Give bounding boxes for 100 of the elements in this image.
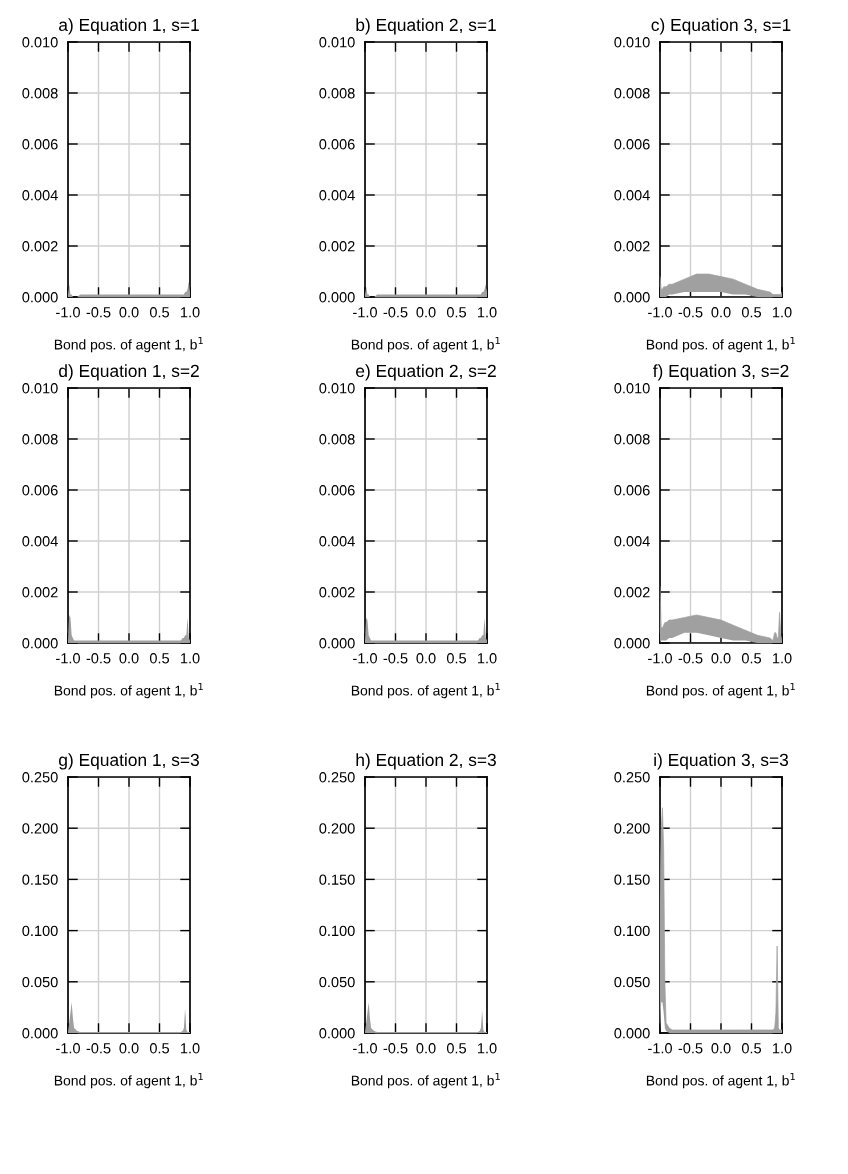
y-tick-label: 0.000 — [22, 1028, 58, 1039]
x-tick-label: 0.0 — [119, 653, 139, 664]
chart-title: i) Equation 3, s=3 — [654, 753, 789, 770]
y-tick-label: 0.008 — [614, 88, 650, 99]
y-tick-label: 0.010 — [319, 383, 355, 394]
x-tick-label: -0.5 — [678, 1043, 703, 1054]
x-tick-label: 0.0 — [119, 1043, 139, 1054]
y-tick-label: 0.002 — [614, 587, 650, 598]
chart-title: f) Equation 3, s=2 — [652, 364, 789, 381]
x-tick-label: 0.5 — [741, 653, 762, 664]
x-tick-label: -1.0 — [648, 653, 672, 664]
x-tick-label: 0.0 — [416, 307, 436, 318]
y-tick-label: 0.010 — [614, 383, 650, 394]
y-tick-label: 0.006 — [614, 485, 650, 496]
x-tick-label: -1.0 — [56, 653, 80, 664]
y-tick-label: 0.250 — [22, 772, 58, 783]
y-tick-label: 0.008 — [22, 434, 58, 445]
chart-title: e) Equation 2, s=2 — [356, 364, 496, 381]
x-tick-label: 1.0 — [772, 307, 792, 318]
x-axis-title: Bond pos. of agent 1, b$^{1}$ — [351, 1072, 500, 1089]
y-tick-label: 0.250 — [319, 772, 355, 783]
chart-title: c) Equation 3, s=1 — [651, 18, 791, 35]
y-tick-label: 0.000 — [614, 638, 650, 649]
y-tick-label: 0.004 — [319, 190, 355, 201]
y-tick-label: 0.004 — [614, 536, 650, 547]
x-tick-label: 0.5 — [149, 653, 170, 664]
x-tick-label: 0.5 — [149, 307, 170, 318]
y-tick-label: 0.150 — [22, 874, 58, 885]
y-tick-label: 0.250 — [614, 772, 650, 783]
y-tick-label: 0.000 — [614, 1028, 650, 1039]
x-tick-label: -0.5 — [678, 307, 703, 318]
x-tick-label: 0.5 — [446, 307, 467, 318]
y-tick-label: 0.006 — [614, 139, 650, 150]
x-axis-title: Bond pos. of agent 1, b$^{1}$ — [54, 1072, 203, 1089]
x-tick-label: -0.5 — [383, 653, 408, 664]
y-tick-label: 0.004 — [22, 190, 58, 201]
y-tick-label: 0.200 — [319, 823, 355, 834]
x-axis-title: Bond pos. of agent 1, b$^{1}$ — [351, 336, 500, 353]
y-tick-label: 0.050 — [614, 976, 650, 988]
x-tick-label: -1.0 — [56, 1043, 80, 1054]
x-axis-title: Bond pos. of agent 1, b$^{1}$ — [646, 682, 795, 699]
x-tick-label: 1.0 — [180, 307, 200, 318]
x-axis-title: Bond pos. of agent 1, b$^{1}$ — [351, 682, 500, 699]
x-axis-title: Bond pos. of agent 1, b$^{1}$ — [54, 682, 203, 699]
y-tick-label: 0.150 — [614, 874, 650, 885]
x-tick-label: -1.0 — [353, 653, 377, 664]
x-axis-title: Bond pos. of agent 1, b$^{1}$ — [646, 336, 795, 353]
y-tick-label: 0.010 — [22, 383, 58, 394]
y-tick-label: 0.050 — [22, 976, 58, 988]
x-tick-label: 0.5 — [149, 1043, 170, 1054]
x-tick-label: 1.0 — [180, 1043, 200, 1054]
x-axis-title: Bond pos. of agent 1, b$^{1}$ — [54, 336, 203, 353]
y-tick-label: 0.000 — [22, 638, 58, 649]
chart-title: b) Equation 2, s=1 — [356, 18, 496, 35]
y-tick-label: 0.150 — [319, 874, 355, 885]
y-tick-label: 0.004 — [614, 190, 650, 201]
x-tick-label: 0.0 — [711, 653, 731, 664]
y-tick-label: 0.002 — [319, 241, 355, 252]
x-tick-label: -0.5 — [86, 1043, 111, 1054]
y-tick-label: 0.000 — [22, 292, 58, 303]
y-tick-label: 0.008 — [614, 434, 650, 445]
y-tick-label: 0.002 — [22, 587, 58, 598]
y-tick-label: 0.000 — [319, 1028, 355, 1039]
x-tick-label: -1.0 — [353, 1043, 377, 1054]
x-tick-label: 1.0 — [772, 1043, 792, 1054]
y-tick-label: 0.008 — [319, 88, 355, 99]
x-tick-label: 0.0 — [416, 1043, 436, 1054]
x-tick-label: 1.0 — [772, 653, 792, 664]
y-tick-label: 0.008 — [319, 434, 355, 445]
y-tick-label: 0.002 — [319, 587, 355, 598]
x-tick-label: -0.5 — [678, 653, 703, 664]
x-axis-title: Bond pos. of agent 1, b$^{1}$ — [646, 1072, 795, 1089]
x-tick-label: -0.5 — [86, 653, 111, 664]
x-tick-label: -1.0 — [56, 307, 80, 318]
chart-title: h) Equation 2, s=3 — [356, 753, 496, 770]
x-tick-label: -1.0 — [648, 1043, 672, 1054]
y-tick-label: 0.004 — [319, 536, 355, 547]
y-tick-label: 0.008 — [22, 88, 58, 99]
y-tick-label: 0.010 — [319, 37, 355, 48]
x-tick-label: 0.5 — [741, 1043, 762, 1054]
x-tick-label: 1.0 — [477, 653, 497, 664]
y-tick-label: 0.100 — [319, 925, 355, 937]
y-tick-label: 0.010 — [614, 37, 650, 48]
y-tick-label: 0.050 — [319, 976, 355, 988]
x-tick-label: 0.0 — [711, 307, 731, 318]
chart-title: a) Equation 1, s=1 — [59, 18, 199, 35]
y-tick-label: 0.000 — [614, 292, 650, 303]
y-tick-label: 0.200 — [614, 823, 650, 834]
y-tick-label: 0.000 — [319, 292, 355, 303]
chart-title: d) Equation 1, s=2 — [59, 364, 199, 381]
x-tick-label: 1.0 — [477, 307, 497, 318]
x-tick-label: -0.5 — [383, 307, 408, 318]
y-tick-label: 0.000 — [319, 638, 355, 649]
y-tick-label: 0.006 — [22, 485, 58, 496]
x-tick-label: 0.0 — [711, 1043, 731, 1054]
y-tick-label: 0.200 — [22, 823, 58, 834]
x-tick-label: 0.0 — [119, 307, 139, 318]
x-tick-label: 1.0 — [180, 653, 200, 664]
y-tick-label: 0.002 — [22, 241, 58, 252]
y-tick-label: 0.004 — [22, 536, 58, 547]
